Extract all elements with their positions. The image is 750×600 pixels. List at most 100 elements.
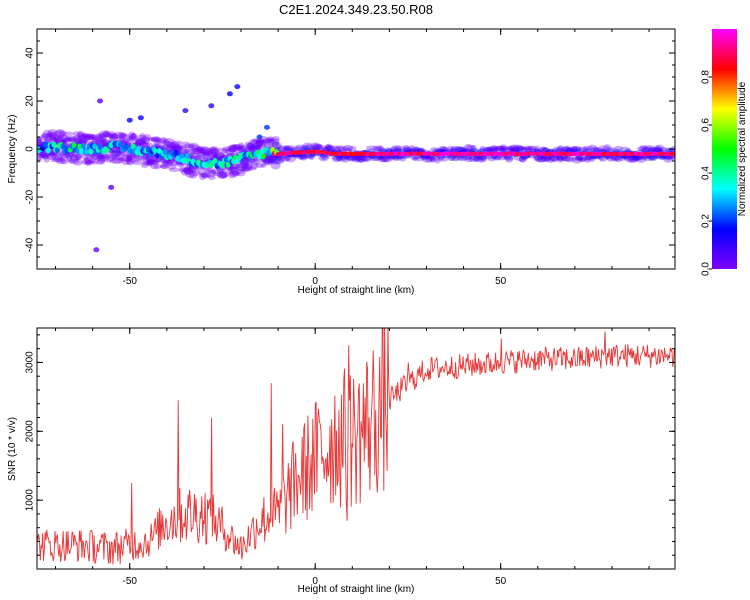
- spectrogram-halo-cell: [72, 158, 83, 166]
- spectrogram-halo-cell: [482, 147, 493, 152]
- spectrogram-halo-cell: [233, 144, 245, 149]
- spectrogram-halo-cell: [219, 171, 227, 179]
- spectrogram-halo-cell: [87, 133, 94, 140]
- spectrogram-ridge-cell: [162, 149, 168, 156]
- spectrogram-halo-cell: [240, 161, 249, 167]
- spectrogram-halo-cell: [37, 151, 46, 158]
- spectrogram-halo-cell: [43, 136, 53, 142]
- spectrogram-halo-cell: [482, 155, 493, 160]
- spectrogram-halo-cell: [183, 169, 195, 174]
- spectrogram-halo-cell: [557, 145, 565, 152]
- spectrogram-halo-cell: [255, 139, 262, 148]
- colorbar-gradient: [712, 29, 737, 269]
- spectrogram-halo-cell: [249, 158, 261, 165]
- spectrogram-halo-cell: [77, 134, 87, 140]
- spectrogram-ridge-cell: [260, 153, 266, 160]
- spectrogram-halo-cell: [132, 159, 143, 166]
- spectrogram-halo-cell: [57, 134, 65, 139]
- spectrogram-halo-cell: [209, 146, 219, 154]
- spectrogram-halo-cell: [541, 157, 551, 163]
- spectrogram-halo-cell: [135, 139, 146, 146]
- spectrogram-halo-cell: [65, 152, 74, 159]
- spectrogram-halo-cell: [624, 156, 635, 163]
- spectrogram-halo-cell: [453, 146, 465, 153]
- spectrogram-halo-cell: [489, 145, 498, 152]
- spectrogram-halo-cell: [554, 148, 566, 153]
- spectrogram-halo-cell: [557, 156, 565, 163]
- spectrogram-halo-cell: [137, 154, 145, 161]
- spectrogram-halo-cell: [236, 169, 245, 174]
- spectrogram-halo-cell: [653, 147, 662, 152]
- spectrogram-halo-cell: [84, 157, 92, 163]
- spectrogram-halo-cell: [295, 152, 308, 160]
- spectrogram-halo-cell: [39, 153, 48, 158]
- spectrogram-halo-cell: [516, 146, 528, 154]
- chart-title: C2E1.2024.349.23.50.R08: [279, 2, 433, 17]
- spectrogram-halo-cell: [68, 158, 75, 164]
- spectrogram-halo-cell: [264, 139, 276, 144]
- spectrogram-halo-cell: [379, 155, 390, 163]
- spectrogram-halo-cell: [101, 131, 112, 138]
- spectrogram-halo-cell: [265, 155, 273, 163]
- spectrogram-halo-cell: [207, 152, 218, 158]
- spectrogram-halo-cell: [52, 135, 63, 141]
- spectrogram-halo-cell: [142, 156, 153, 165]
- spectrogram-halo-cell: [74, 153, 83, 161]
- spectrogram-halo-cell: [113, 131, 126, 140]
- spectrogram-halo-cell: [391, 155, 402, 160]
- spectrogram-halo-cell: [458, 155, 467, 162]
- spectrogram-outlier-cell: [93, 247, 100, 253]
- spectrogram-halo-cell: [267, 158, 276, 163]
- spectrogram-halo-cell: [372, 145, 384, 151]
- spectrogram-halo-cell: [94, 135, 103, 142]
- spectrogram-halo-cell: [81, 132, 90, 138]
- spectrogram-halo-cell: [248, 139, 258, 145]
- spectrogram-ridge-cell: [80, 142, 86, 149]
- spectrogram-halo-cell: [81, 159, 93, 166]
- spectrogram-outlier-cell: [256, 134, 263, 140]
- spectrogram-halo-cell: [549, 155, 559, 161]
- spectrogram-halo-cell: [433, 155, 441, 164]
- spectrogram-halo-cell: [542, 156, 552, 162]
- spectrogram-halo-cell: [581, 145, 594, 151]
- spectrogram-halo-cell: [209, 146, 216, 153]
- spectrogram-halo-cell: [185, 170, 196, 178]
- spectrogram-ridge-cell: [92, 143, 97, 150]
- spectrogram-halo-cell: [534, 154, 547, 163]
- spectrogram-halo-cell: [518, 155, 526, 163]
- spectrogram-x-tick-label: 50: [495, 276, 507, 287]
- spectrogram-x-axis-label: Height of straight line (km): [298, 285, 415, 296]
- spectrogram-halo-cell: [116, 157, 124, 164]
- spectrogram-halo-cell: [571, 155, 583, 164]
- spectrogram-halo-cell: [67, 135, 78, 143]
- spectrogram-halo-cell: [228, 164, 239, 170]
- spectrogram-halo-cell: [199, 151, 211, 159]
- spectrogram-halo-cell: [97, 138, 107, 144]
- spectrogram-halo-cell: [321, 146, 329, 151]
- spectrogram-halo-cell: [472, 154, 480, 162]
- spectrogram-halo-cell: [402, 144, 410, 153]
- spectrogram-halo-cell: [183, 143, 195, 149]
- spectrogram-halo-cell: [63, 131, 74, 137]
- spectrogram-halo-cell: [355, 155, 364, 161]
- spectrogram-halo-cell: [122, 134, 131, 142]
- spectrogram-halo-cell: [295, 144, 305, 149]
- spectrogram-halo-cell: [238, 165, 247, 172]
- spectrogram-outlier-cell: [263, 124, 270, 130]
- spectrogram-halo-cell: [119, 133, 126, 139]
- spectrogram-ridge-cell: [225, 161, 231, 168]
- spectrogram-halo-cell: [206, 150, 214, 156]
- spectrogram-halo-cell: [598, 154, 608, 162]
- spectrogram-halo-cell: [271, 141, 282, 150]
- spectrogram-halo-cell: [135, 140, 142, 147]
- spectrogram-halo-cell: [91, 154, 100, 160]
- spectrogram-halo-cell: [161, 144, 171, 151]
- spectrogram-halo-cell: [302, 142, 314, 150]
- spectrogram-ridge-cell: [220, 162, 225, 169]
- spectrogram-halo-cell: [255, 140, 264, 148]
- spectrogram-halo-cell: [546, 155, 555, 163]
- spectrogram-halo-cell: [150, 136, 162, 143]
- spectrogram-halo-cell: [159, 164, 168, 169]
- spectrogram-halo-cell: [340, 155, 350, 163]
